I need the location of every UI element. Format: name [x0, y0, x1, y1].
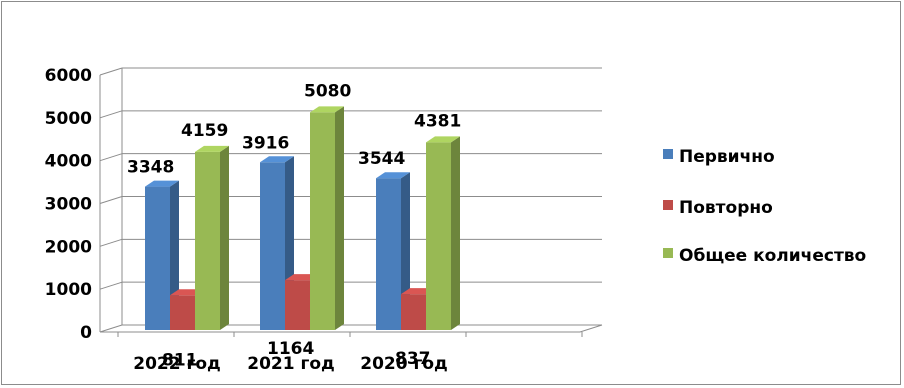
bar-Первично — [145, 186, 170, 330]
legend-label: Повторно — [679, 198, 773, 218]
data-label: 4381 — [414, 111, 461, 131]
y-tick-label: 2000 — [45, 237, 92, 257]
y-tick-label: 1000 — [45, 280, 92, 300]
legend-swatch — [663, 248, 673, 258]
gridline-side — [99, 110, 123, 119]
gridline-side — [99, 324, 123, 333]
bar-side — [451, 136, 460, 330]
bar-Первично — [376, 178, 401, 330]
y-tick-label: 5000 — [45, 109, 92, 129]
x-tick-label: 2020 год — [360, 354, 448, 374]
bar-Повторно — [285, 280, 310, 330]
gridline-side — [99, 153, 123, 162]
data-label: 3916 — [242, 133, 289, 153]
y-tick-label: 4000 — [45, 152, 92, 172]
x-tick-label: 2021 год — [247, 354, 335, 374]
bar-top — [426, 136, 460, 143]
y-tick-label: 6000 — [45, 66, 92, 86]
legend-swatch — [663, 200, 673, 210]
bar-Первично — [260, 162, 285, 330]
data-label: 4159 — [181, 121, 228, 141]
bar-side — [335, 106, 344, 330]
bar-Повторно — [170, 295, 195, 330]
floor-outline — [100, 324, 603, 333]
bar-top — [260, 156, 294, 163]
bar-Общее количество — [426, 142, 451, 330]
bar-top — [145, 180, 179, 187]
data-label: 837 — [395, 349, 431, 369]
y-tick-label: 3000 — [45, 195, 92, 215]
gridline-side — [99, 281, 123, 290]
x-tick-label: 2022 год — [133, 354, 221, 374]
legend-label: Первично — [679, 147, 775, 167]
data-label: 1164 — [267, 339, 314, 359]
legend-swatch — [663, 149, 673, 159]
y-tick-label: 0 — [80, 323, 92, 343]
bar-Общее количество — [195, 151, 220, 330]
legend-label: Общее количество — [679, 246, 866, 266]
bar-top — [376, 172, 410, 179]
data-label: 811 — [162, 350, 198, 370]
data-label: 3544 — [358, 149, 405, 169]
bar-top — [195, 145, 229, 152]
data-label: 5080 — [304, 81, 351, 101]
bar-side — [220, 145, 229, 330]
bar-Повторно — [401, 294, 426, 330]
gridline-side — [99, 67, 123, 76]
bar-top — [310, 106, 344, 113]
gridline-side — [99, 196, 123, 204]
gridline-side — [99, 238, 123, 247]
bar-Общее количество — [310, 112, 335, 330]
data-label: 3348 — [127, 158, 174, 178]
